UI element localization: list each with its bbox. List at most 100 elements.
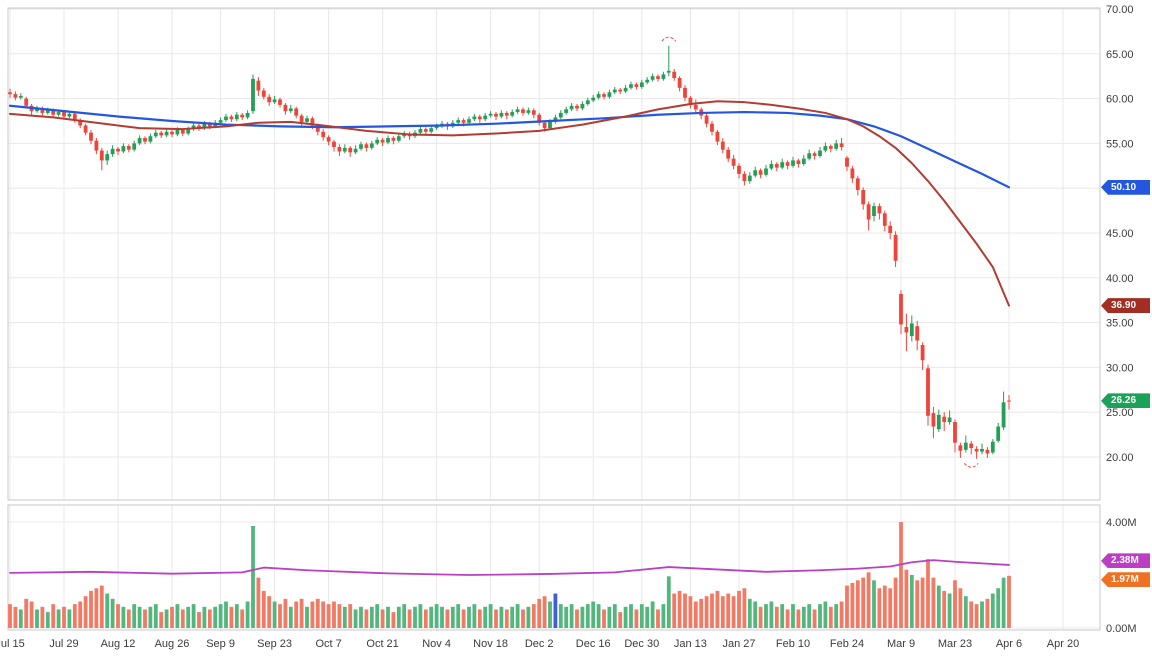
candle-body <box>909 323 914 337</box>
volume-bar <box>980 601 984 628</box>
volume-bar <box>51 604 56 628</box>
volume-bar <box>305 606 309 628</box>
volume-bar <box>909 575 914 628</box>
volume-bar <box>996 588 1001 628</box>
volume-bar <box>526 606 531 628</box>
price-pane-candles[interactable] <box>8 45 1011 459</box>
volume-bar <box>45 612 50 628</box>
candle-body <box>45 110 50 113</box>
candle-body <box>650 76 655 80</box>
candle-body <box>1001 402 1006 428</box>
candle-body <box>974 448 979 452</box>
volume-bar <box>661 604 666 628</box>
candle-body <box>602 94 606 97</box>
candle-body <box>742 173 747 182</box>
volume-pane[interactable] <box>8 522 1011 628</box>
candle-body <box>245 112 250 118</box>
last-price-value: 26.26 <box>1111 395 1137 407</box>
volume-ma-value: 2.38M <box>1111 555 1139 567</box>
date-axis-label: Apr 20 <box>1047 638 1079 650</box>
candle-body <box>283 104 288 112</box>
volume-bar <box>29 601 34 628</box>
candle-body <box>137 138 142 144</box>
volume-bar <box>607 606 612 628</box>
volume-bar <box>126 609 131 628</box>
candle-body <box>899 293 903 325</box>
candle-body <box>683 87 687 98</box>
slow-ma-polyline <box>8 104 1011 189</box>
candle-body <box>510 112 515 116</box>
volume-bar <box>83 596 88 628</box>
volume-bar <box>872 580 876 628</box>
volume-bar <box>116 604 120 628</box>
candle-body <box>866 204 871 220</box>
candle-body <box>720 141 725 150</box>
candle-body <box>985 449 990 454</box>
volume-bar <box>882 585 887 628</box>
volume-bar <box>602 609 606 628</box>
volume-bar <box>56 609 61 628</box>
candle-body <box>629 84 633 88</box>
volume-bar <box>375 604 380 628</box>
volume-bar <box>888 588 893 628</box>
candle-body <box>645 79 650 83</box>
volume-bar <box>612 604 617 628</box>
candle-body <box>963 442 968 450</box>
price-axis-label: 45.00 <box>1106 228 1134 240</box>
volume-bar <box>618 612 623 628</box>
volume-bar <box>823 601 828 628</box>
candle-body <box>99 150 104 161</box>
volume-bar <box>78 601 83 628</box>
candle-body <box>180 129 185 134</box>
candle-body <box>915 326 920 341</box>
candle-body <box>801 158 806 165</box>
candle-body <box>828 146 833 149</box>
volume-bar <box>731 596 736 628</box>
candle-body <box>758 170 763 175</box>
volume-bar <box>148 606 153 628</box>
volume-bar <box>580 606 585 628</box>
volume-bar <box>899 522 903 628</box>
volume-bar <box>159 612 164 628</box>
volume-bar <box>855 580 860 628</box>
volume-bar <box>137 606 142 628</box>
volume-bar <box>634 609 639 628</box>
volume-bar <box>472 604 477 628</box>
candle-body <box>429 128 434 132</box>
volume-bar <box>629 604 633 628</box>
candle-body <box>931 413 936 427</box>
volume-bar <box>153 604 158 628</box>
candle-body <box>267 96 272 103</box>
candle-body <box>186 129 191 134</box>
candle-body <box>677 77 682 88</box>
candle-body <box>575 105 579 109</box>
candle-body <box>380 139 385 143</box>
candle-body <box>672 71 677 78</box>
volume-bar <box>267 596 272 628</box>
candle-body <box>666 70 671 73</box>
candle-body <box>78 120 83 126</box>
candle-body <box>710 123 714 132</box>
candle-body <box>83 125 88 133</box>
slow-ma-price-value: 50.10 <box>1111 181 1137 193</box>
volume-bar <box>386 606 390 628</box>
axis-labels[interactable]: 70.0065.0060.0055.0050.0045.0040.0035.00… <box>0 4 1137 650</box>
volume-bar <box>807 604 812 628</box>
volume-bar <box>348 604 353 628</box>
volume-bar <box>812 609 817 628</box>
volume-bar <box>926 559 930 628</box>
moving-average-lines <box>8 36 1011 468</box>
candle-body <box>105 154 110 161</box>
candle-body <box>207 123 212 127</box>
candle-body <box>834 143 839 149</box>
candle-body <box>423 129 428 132</box>
volume-bar <box>488 604 493 628</box>
candle-body <box>661 74 666 79</box>
candle-body <box>904 327 909 333</box>
candle-body <box>132 143 137 150</box>
volume-bar <box>596 604 601 628</box>
volume-bar <box>504 609 509 628</box>
volume-bar <box>62 606 66 628</box>
volume-bar <box>866 572 871 628</box>
